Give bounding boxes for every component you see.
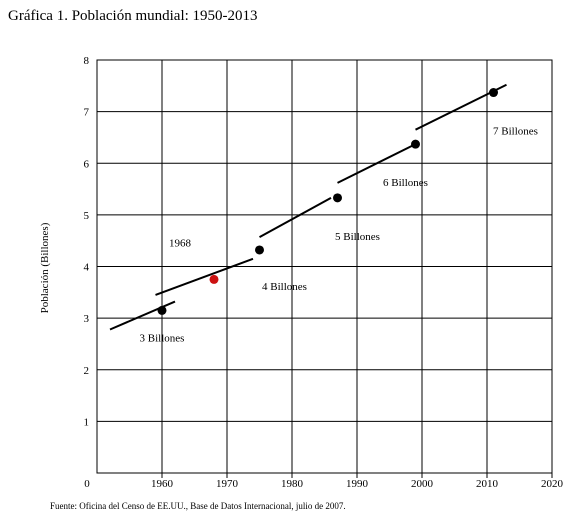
point-label-1: 3 Billones [140,332,185,344]
x-tick-label-1980: 1980 [281,478,304,490]
x-origin-label: 0 [84,478,90,490]
trend-segment-2 [155,257,254,296]
data-point-5 [489,88,498,98]
source-note: Fuente: Oficina del Censo de EE.UU., Bas… [50,501,346,511]
y-tick-label-5: 5 [84,210,90,222]
point-labels: 3 Billones 4 Billones 5 Billones 6 Billones… [140,126,538,345]
data-point-3 [333,193,342,203]
y-tick-label-6: 6 [84,158,90,170]
plot-frame [96,59,553,474]
point-label-2: 4 Billones [262,281,307,293]
grid-lines [97,59,553,473]
x-tick-label-1960: 1960 [151,478,174,490]
trend-segments [109,83,507,331]
point-label-4: 6 Billones [383,177,428,189]
chart-title: Gráfica 1. Población mundial: 1950-2013 [8,8,258,24]
point-label-3: 5 Billones [335,231,380,243]
y-tick-label-8: 8 [84,55,90,67]
highlight-point [209,274,219,284]
x-tick-label-2010: 2010 [476,478,499,490]
trend-segment-4 [337,143,416,184]
data-point-2 [255,245,264,255]
x-tick-label-1990: 1990 [346,478,369,490]
highlight-label: 1968 [169,237,192,249]
x-tick-label-2000: 2000 [411,478,434,490]
data-point-1 [157,305,167,315]
y-tick-label-3: 3 [84,313,90,325]
trend-segment-3 [259,196,332,238]
data-points [157,88,498,315]
y-tick-label-7: 7 [84,107,90,119]
point-label-5: 7 Billones [493,126,538,138]
data-point-4 [411,139,420,149]
y-tick-label-1: 1 [84,416,90,428]
y-axis-label: Población (Billones) [39,222,51,313]
y-tick-label-2: 2 [84,365,90,377]
y-axis: 1 2 3 4 5 6 7 8 [84,55,90,428]
x-tick-label-1970: 1970 [216,478,239,490]
trend-segment-1 [109,300,176,331]
x-tick-label-2020: 2020 [541,478,564,490]
y-tick-label-4: 4 [84,262,90,274]
x-axis: 1960 1970 1980 1990 2000 2010 2020 0 [84,473,564,490]
